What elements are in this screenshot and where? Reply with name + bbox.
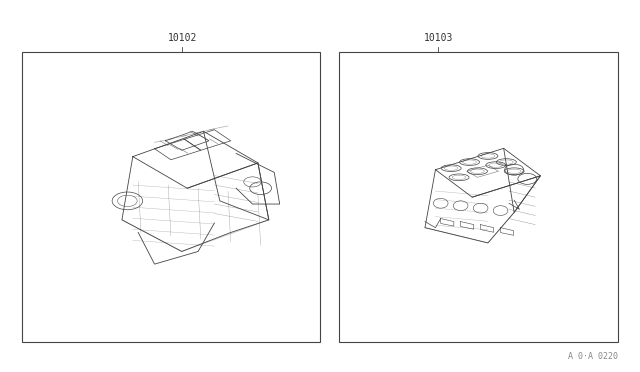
Bar <box>22 52 320 342</box>
Bar <box>339 52 618 342</box>
Text: A 0·A 0220: A 0·A 0220 <box>568 352 618 361</box>
Text: 10102: 10102 <box>168 33 197 43</box>
Text: 10103: 10103 <box>424 33 453 43</box>
